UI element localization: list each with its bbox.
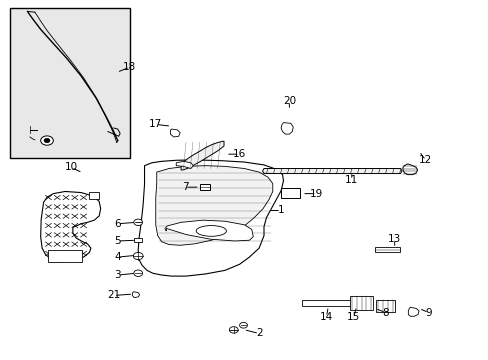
Bar (375, 301, 394, 312)
Polygon shape (156, 166, 272, 245)
Text: 11: 11 (345, 175, 358, 185)
Text: 7: 7 (182, 182, 188, 192)
Bar (89, 192, 99, 199)
Polygon shape (262, 168, 401, 174)
Text: 1: 1 (277, 206, 284, 216)
Bar (199, 184, 210, 190)
Text: 18: 18 (123, 62, 136, 72)
Polygon shape (170, 129, 180, 137)
Text: 17: 17 (149, 120, 162, 129)
Circle shape (44, 138, 50, 143)
Text: 9: 9 (425, 308, 431, 318)
Text: 20: 20 (282, 96, 295, 106)
Text: 12: 12 (418, 155, 431, 165)
Bar (281, 188, 299, 198)
Circle shape (41, 136, 53, 145)
Bar (134, 238, 142, 242)
Text: 21: 21 (107, 291, 120, 301)
Text: 4: 4 (114, 252, 121, 262)
Polygon shape (281, 123, 293, 134)
Text: 6: 6 (114, 219, 121, 229)
Circle shape (133, 252, 143, 260)
Circle shape (229, 327, 238, 333)
Polygon shape (176, 161, 193, 168)
Bar (10, 8, 130, 158)
Circle shape (134, 219, 142, 226)
Ellipse shape (196, 226, 226, 236)
Text: 2: 2 (255, 328, 262, 338)
Text: 10: 10 (65, 162, 78, 172)
Circle shape (134, 270, 142, 276)
Polygon shape (402, 164, 417, 175)
Circle shape (239, 322, 247, 328)
Text: 13: 13 (387, 234, 401, 244)
Polygon shape (132, 292, 140, 298)
Text: 5: 5 (114, 236, 121, 246)
Text: 14: 14 (319, 312, 332, 322)
Text: 3: 3 (114, 270, 121, 280)
Bar (48, 250, 81, 262)
Polygon shape (181, 141, 224, 170)
Bar (374, 247, 399, 252)
Polygon shape (138, 160, 283, 276)
Bar (349, 296, 372, 310)
Text: 8: 8 (382, 308, 388, 318)
Polygon shape (407, 307, 418, 316)
Text: 19: 19 (309, 189, 323, 199)
Polygon shape (164, 220, 253, 241)
Text: 16: 16 (232, 149, 246, 159)
Bar (302, 300, 350, 306)
Polygon shape (41, 192, 101, 262)
Text: 15: 15 (346, 312, 360, 322)
